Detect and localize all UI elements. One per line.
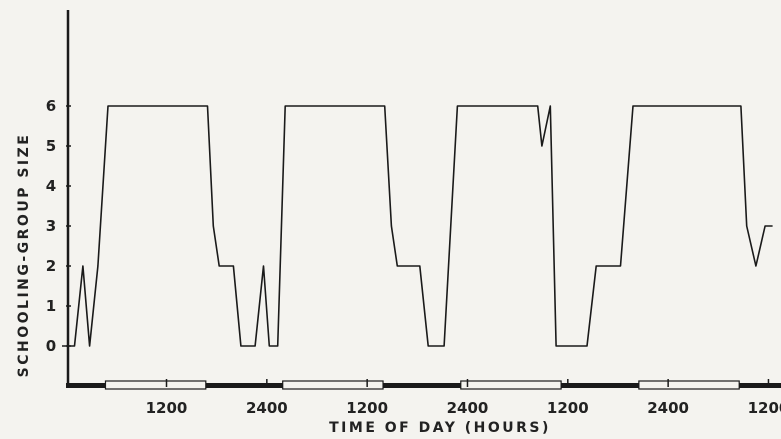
x-axis-title: TIME OF DAY (HOURS) — [329, 420, 551, 436]
y-tick-label: 4 — [46, 177, 56, 195]
series — [62, 105, 773, 347]
dark-period-bar — [66, 383, 781, 388]
light-period-0 — [104, 380, 207, 390]
x-tick-label: 1200 — [547, 399, 589, 417]
light-period-3 — [638, 380, 740, 390]
y-tick-label: 0 — [46, 337, 56, 355]
light-period-2 — [460, 380, 562, 390]
light-dark-bar — [66, 380, 781, 390]
y-tick-label: 6 — [46, 97, 56, 115]
x-tick-label: 1200 — [748, 399, 781, 417]
light-period-1 — [282, 380, 384, 390]
y-tick-label: 5 — [46, 137, 56, 155]
y-tick-label: 3 — [46, 217, 56, 235]
y-tick-label: 1 — [46, 297, 56, 315]
x-tick-label: 1200 — [146, 399, 188, 417]
y-axis-title: SCHOOLING-GROUP SIZE — [16, 133, 32, 378]
x-tick-label: 2400 — [647, 399, 689, 417]
series-line — [62, 105, 773, 347]
y-tick-label: 2 — [46, 257, 56, 275]
x-tick-label: 2400 — [246, 399, 288, 417]
y-ticks: 0 1 2 3 4 5 6 — [46, 97, 71, 355]
x-tick-label: 2400 — [447, 399, 489, 417]
x-tick-label: 1200 — [346, 399, 388, 417]
x-ticks: 1200 2400 1200 2400 1200 2400 1200 — [146, 379, 781, 417]
